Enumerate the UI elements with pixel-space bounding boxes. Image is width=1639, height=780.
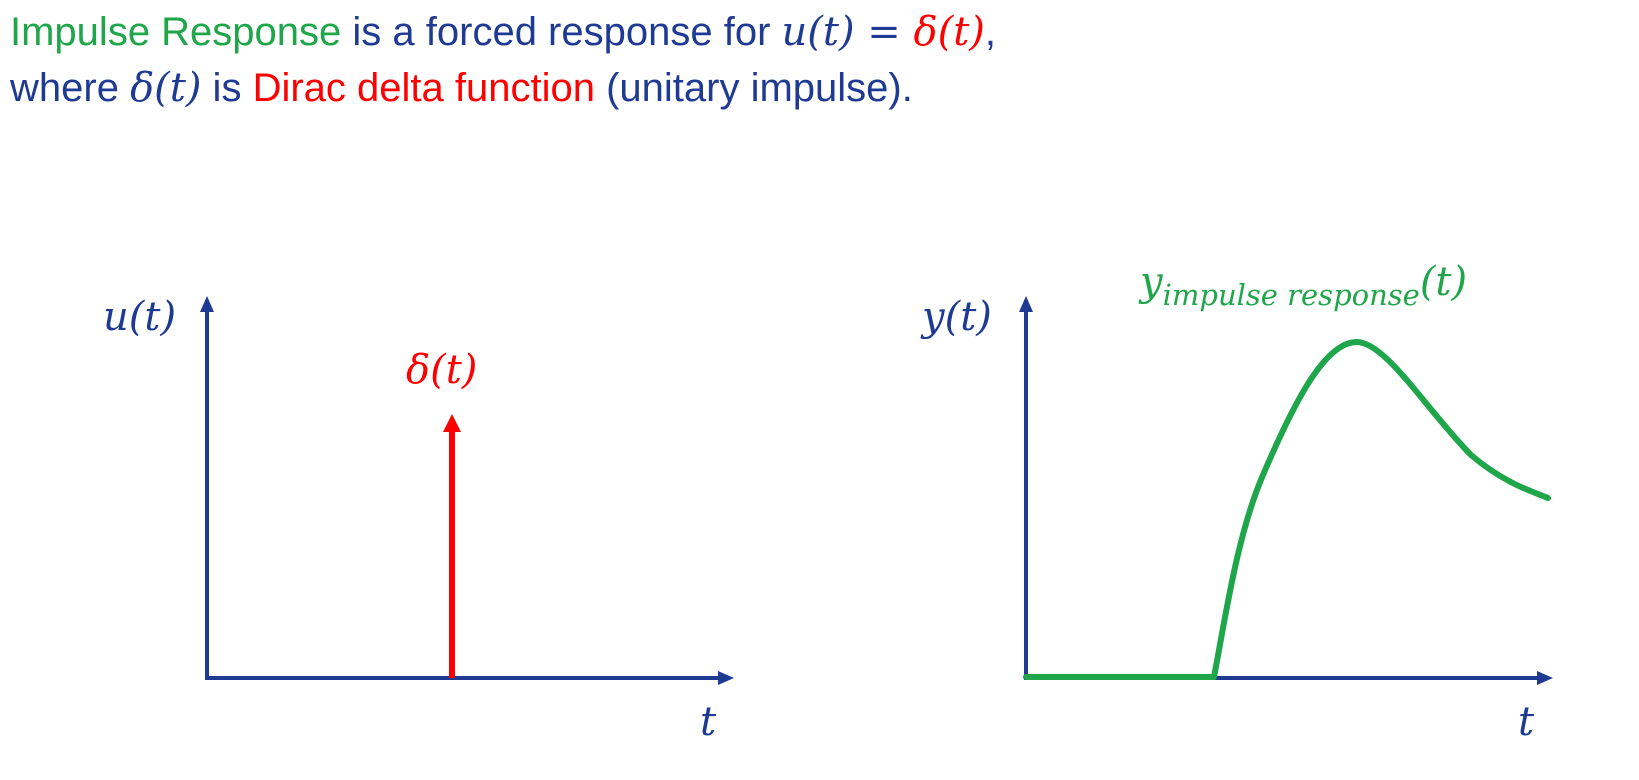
heading-line-1: Impulse Response is a forced response fo… bbox=[10, 4, 996, 60]
heading-text-is: is bbox=[201, 66, 253, 110]
impulse-response-curve-label: yimpulse response(t) bbox=[1138, 259, 1467, 312]
dirac-delta-term: Dirac delta function bbox=[252, 66, 595, 110]
input-y-label: u(t) bbox=[103, 294, 176, 340]
input-plot: u(t) t δ(t) bbox=[103, 294, 734, 745]
heading: Impulse Response is a forced response fo… bbox=[10, 4, 996, 116]
heading-comma: , bbox=[984, 10, 997, 54]
curve-label-main: y bbox=[1138, 259, 1164, 305]
output-plot: y(t) t yimpulse response(t) bbox=[920, 259, 1553, 745]
delta-expression: δ(t) bbox=[913, 9, 985, 55]
output-x-axis-arrow bbox=[1537, 671, 1553, 685]
output-x-label: t bbox=[1518, 699, 1535, 745]
impulse-arrow-head bbox=[443, 414, 461, 432]
curve-label-subscript: impulse response bbox=[1163, 278, 1420, 312]
input-y-axis-arrow bbox=[200, 296, 214, 312]
input-x-label: t bbox=[700, 699, 717, 745]
output-y-axis-arrow bbox=[1019, 296, 1033, 312]
heading-text-unitary: (unitary impulse). bbox=[594, 66, 913, 110]
heading-text: is a forced response for bbox=[341, 10, 782, 54]
heading-text-where: where bbox=[10, 66, 131, 110]
heading-line-2: where δ(t) is Dirac delta function (unit… bbox=[10, 60, 996, 116]
output-y-label: y(t) bbox=[920, 294, 992, 340]
impulse-response-term: Impulse Response bbox=[10, 10, 342, 54]
input-function-expression: u(t) bbox=[781, 9, 855, 55]
equals-sign: = bbox=[854, 9, 914, 55]
curve-label-argument: (t) bbox=[1420, 259, 1467, 305]
input-x-axis-arrow bbox=[718, 671, 734, 685]
impulse-response-curve bbox=[1023, 338, 1551, 680]
impulse-label: δ(t) bbox=[406, 347, 477, 393]
delta-symbol: δ(t) bbox=[130, 65, 202, 111]
